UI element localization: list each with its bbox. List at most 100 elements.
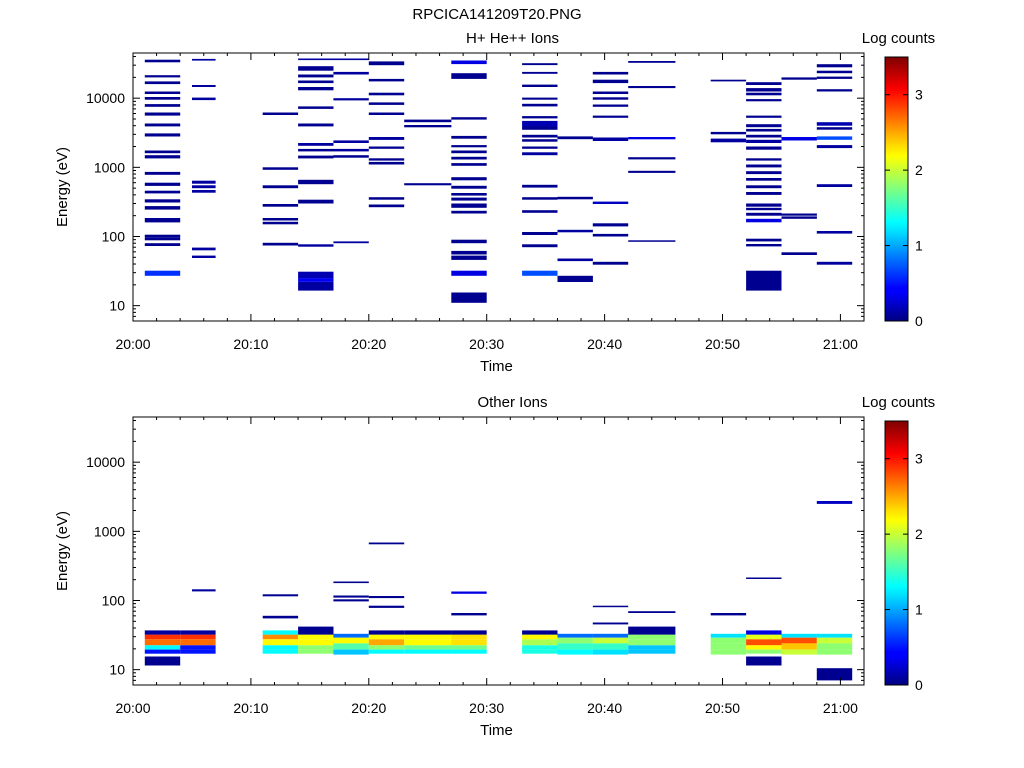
spectrogram-cell	[144, 123, 181, 127]
spectrogram-cell	[144, 190, 181, 194]
spectrogram-cell	[180, 649, 216, 654]
colorbar-tick-label: 2	[915, 162, 923, 178]
spectrogram-cell	[298, 649, 334, 654]
spectrogram-cell	[628, 611, 676, 613]
panel-h-he-ions: 20:00 20:10 20:20 20:30 20:40 20:50 21:0010100…	[54, 30, 935, 375]
spectrogram-cell	[522, 71, 558, 74]
spectrogram-cell	[522, 134, 558, 138]
spectrogram-cell	[592, 137, 629, 141]
spectrogram-cell	[180, 639, 216, 646]
spectrogram-cell	[333, 599, 369, 602]
spectrogram-cell	[451, 630, 487, 635]
spectrogram-cell	[522, 210, 558, 213]
colorbar-tick-label: 3	[915, 87, 923, 103]
spectrogram-cell	[746, 634, 782, 640]
spectrogram-cell	[192, 85, 216, 87]
spectrogram-cell	[262, 204, 299, 207]
spectrogram-cell	[451, 177, 487, 181]
spectrogram-cell	[144, 75, 181, 78]
spectrogram-cell	[298, 278, 334, 282]
spectrogram-cell	[816, 649, 853, 655]
spectrogram-cell	[710, 633, 747, 638]
spectrogram-cell	[710, 643, 747, 650]
spectrogram-cell	[451, 239, 487, 244]
x-tick-label: 20:30	[469, 700, 504, 716]
spectrogram-cell	[628, 626, 676, 635]
spectrogram-cell	[628, 86, 676, 89]
spectrogram-cell	[592, 649, 629, 655]
spectrogram-cell	[522, 139, 558, 142]
spectrogram-cell	[746, 270, 782, 291]
spectrogram-cell	[451, 639, 487, 646]
spectrogram-cell	[144, 104, 181, 107]
spectrogram-cell	[180, 630, 216, 635]
spectrogram-cell	[746, 178, 782, 181]
colorbar-label: Log counts	[862, 30, 935, 47]
spectrogram-cell	[628, 645, 676, 650]
spectrogram-cell	[404, 639, 452, 646]
spectrogram-cell	[522, 116, 558, 119]
spectrogram-cell	[746, 244, 782, 247]
spectrogram-cell	[333, 643, 369, 650]
spectrogram-cell	[522, 630, 558, 635]
figure-title: RPCICA141209T20.PNG	[412, 6, 581, 23]
spectrogram-cell	[746, 639, 782, 646]
spectrogram-cell	[816, 668, 853, 681]
spectrogram-cell	[746, 212, 782, 216]
spectrogram-cell	[592, 233, 629, 237]
spectrogram-cell	[746, 88, 782, 92]
spectrogram-cell	[592, 97, 629, 100]
x-tick-label: 20:00	[115, 700, 150, 716]
spectrogram-cell	[451, 292, 487, 303]
spectrogram-cell	[144, 645, 181, 650]
spectrogram-cell	[746, 115, 782, 118]
spectrogram-cell	[522, 97, 558, 100]
spectrogram-cell	[746, 124, 782, 128]
colorbar-tick-label: 1	[915, 238, 923, 254]
plot-frame	[132, 416, 865, 686]
spectrogram-cell	[522, 63, 558, 66]
spectrogram-cell	[144, 237, 181, 241]
spectrogram-cell	[746, 134, 782, 138]
spectrogram-cell	[746, 207, 782, 211]
panel-other-ions: 20:00 20:10 20:20 20:30 20:40 20:50 21:0010100…	[54, 394, 935, 739]
spectrogram-cell	[816, 633, 853, 638]
spectrogram-cell	[451, 197, 487, 201]
spectrogram-cell	[451, 634, 487, 640]
spectrogram-cell	[451, 613, 487, 616]
spectrogram-cell	[298, 179, 334, 185]
spectrogram-cell	[368, 197, 405, 200]
spectrogram-cell	[298, 87, 334, 91]
spectrogram-cell	[557, 275, 593, 282]
colorbar-tick-label: 3	[915, 451, 923, 467]
spectrogram-cell	[298, 80, 334, 84]
spectrogram-cell	[522, 649, 558, 654]
colorbar-tick-label: 2	[915, 526, 923, 542]
x-axis-label: Time	[480, 358, 513, 375]
spectrogram-cell	[333, 148, 369, 152]
colorbar	[884, 56, 909, 322]
y-tick-label: 100	[102, 592, 126, 608]
spectrogram-cell	[522, 146, 558, 149]
spectrogram-cell	[592, 622, 629, 625]
spectrogram-cell	[592, 633, 629, 638]
x-tick-label: 21:00	[823, 336, 858, 352]
spectrogram-cell	[746, 139, 782, 143]
spectrogram-cell	[298, 271, 334, 279]
spectrogram-cell	[628, 137, 676, 140]
y-tick-label: 10	[109, 662, 125, 678]
spectrogram-cell	[144, 270, 181, 276]
spectrogram-cell	[592, 91, 629, 94]
spectrogram-cell	[781, 649, 817, 655]
spectrogram-cell	[298, 106, 334, 109]
spectrogram-cell	[368, 61, 405, 66]
spectrogram-cell	[192, 589, 216, 592]
spectrogram-cell	[192, 190, 216, 193]
spectrogram-cell	[368, 92, 405, 96]
spectrogram-cell	[451, 135, 487, 139]
spectrogram-cell	[592, 201, 629, 204]
spectrogram-cell	[368, 146, 405, 149]
spectrogram-cell	[746, 656, 782, 666]
spectrogram-cell	[368, 78, 405, 82]
spectrogram-cell	[628, 639, 676, 646]
